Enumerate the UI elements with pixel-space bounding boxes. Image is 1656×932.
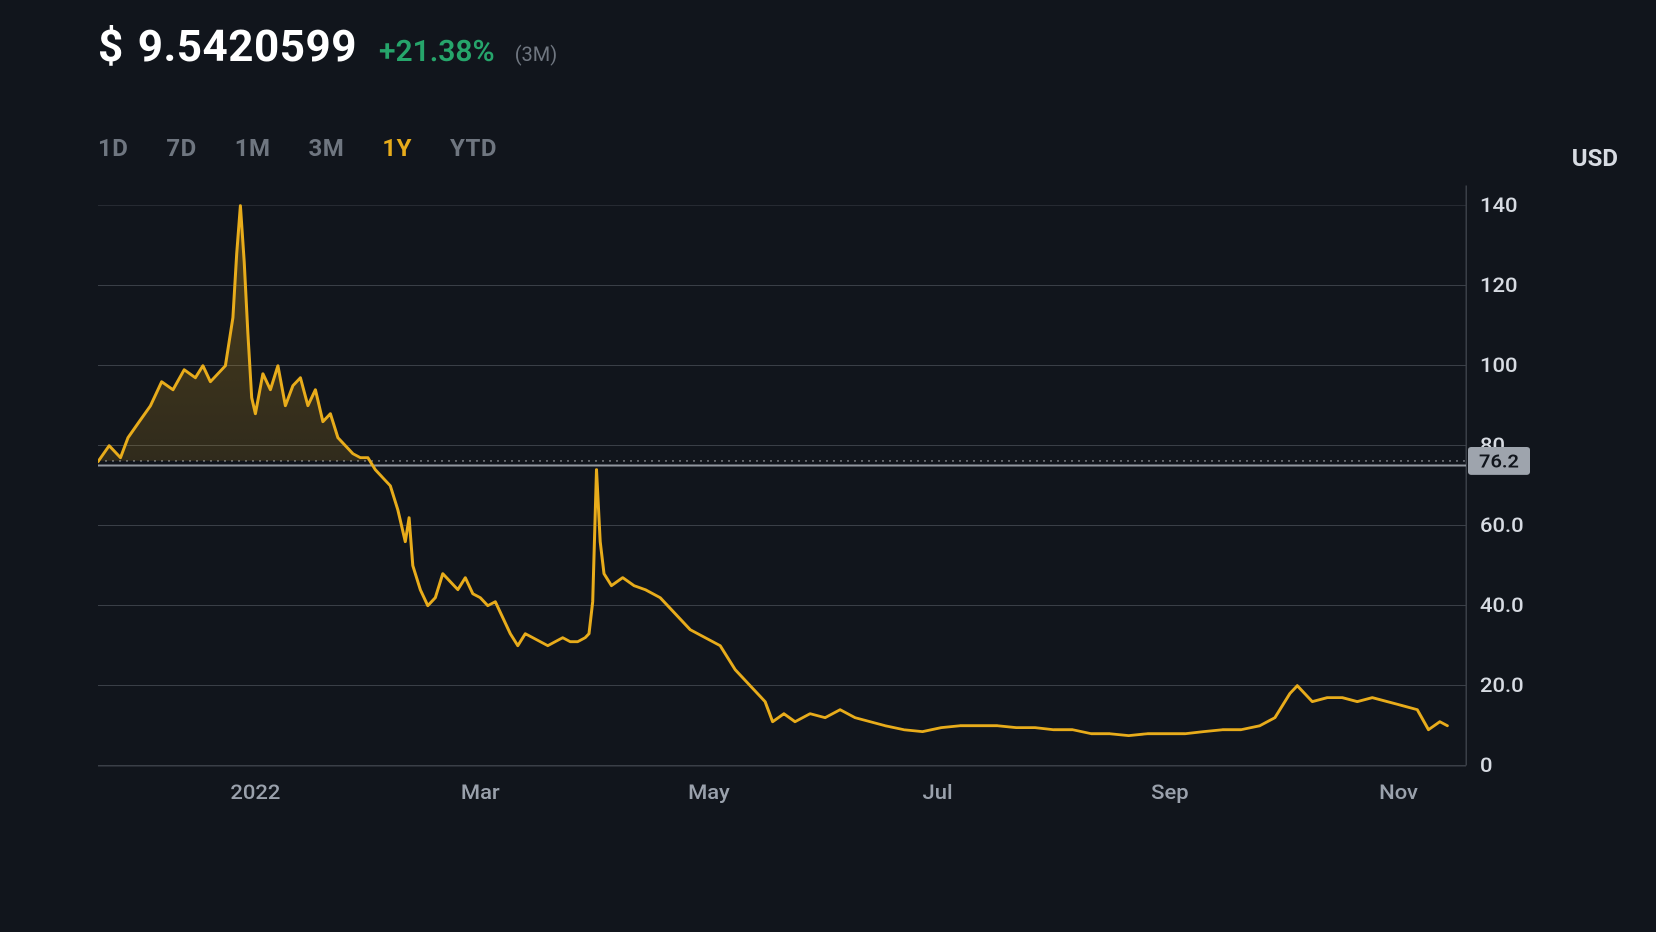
price-change-period: (3M) xyxy=(515,42,558,66)
price-change: +21.38% xyxy=(379,34,495,69)
y-tick-label: 60.0 xyxy=(1480,514,1524,538)
x-tick-label: May xyxy=(688,781,730,805)
y-tick-label: 120 xyxy=(1480,274,1517,298)
range-ytd[interactable]: YTD xyxy=(450,134,497,162)
price-series-line xyxy=(98,206,1447,736)
y-tick-label: 100 xyxy=(1480,354,1517,378)
price-value: 9.5420599 xyxy=(138,20,357,72)
range-7d[interactable]: 7D xyxy=(166,134,196,162)
price-chart[interactable]: 020.040.060.08010012014076.22022MarMayJu… xyxy=(98,182,1536,814)
x-tick-label: 2022 xyxy=(230,781,280,805)
x-tick-label: Mar xyxy=(461,781,500,805)
y-tick-label: 0 xyxy=(1480,754,1492,778)
price-header: $ 9.5420599 +21.38% (3M) xyxy=(98,20,1634,72)
price-series-area xyxy=(98,206,1447,736)
y-tick-label: 40.0 xyxy=(1480,594,1524,618)
currency-symbol: $ xyxy=(98,20,124,72)
range-selector: 1D 7D 1M 3M 1Y YTD xyxy=(98,134,1634,162)
y-tick-label: 140 xyxy=(1480,194,1517,218)
x-tick-label: Nov xyxy=(1379,781,1418,805)
y-tick-label: 20.0 xyxy=(1480,674,1524,698)
range-3m[interactable]: 3M xyxy=(309,134,345,162)
x-tick-label: Sep xyxy=(1151,781,1189,805)
range-1m[interactable]: 1M xyxy=(235,134,271,162)
range-1d[interactable]: 1D xyxy=(98,134,128,162)
x-tick-label: Jul xyxy=(923,781,953,805)
y-axis-unit: USD xyxy=(1572,144,1618,172)
range-1y[interactable]: 1Y xyxy=(382,134,412,162)
reference-price-label: 76.2 xyxy=(1479,450,1519,472)
